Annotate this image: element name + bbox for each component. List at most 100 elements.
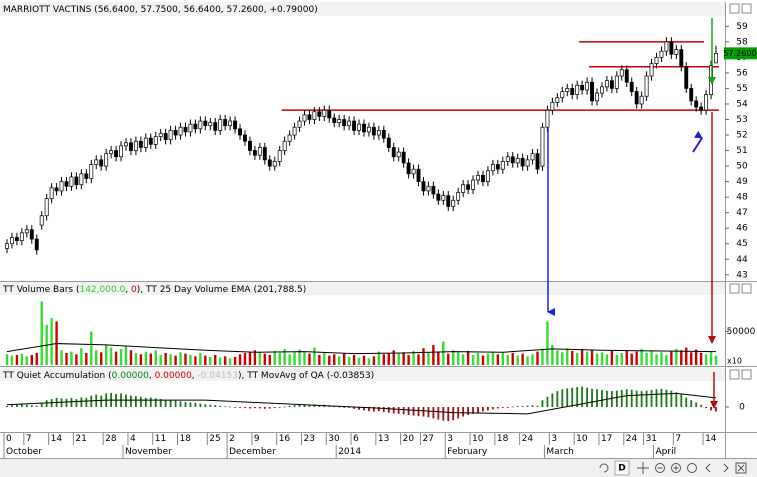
blue-arrow-small: [692, 130, 703, 153]
volume-bar: [303, 352, 306, 365]
volume-header: TT Volume Bars (142,000.0, 0), TT 25 Day…: [2, 285, 306, 295]
volume-bar: [585, 351, 589, 365]
qa-header-bg: [0, 368, 725, 381]
volume-bar: [223, 356, 227, 365]
x-tick-label: 10: [472, 434, 484, 444]
volume-bar: [35, 352, 38, 365]
volume-bar: [233, 356, 237, 365]
volume-bar: [575, 352, 579, 365]
y-tick-label: 53: [736, 115, 747, 125]
candle-body: [530, 153, 535, 161]
candle-body: [416, 168, 421, 182]
candle-body: [243, 134, 247, 142]
candle-body: [277, 150, 282, 162]
qa-bar: [387, 407, 390, 413]
qa-bar: [363, 407, 365, 411]
candle-body: [476, 175, 480, 181]
close-button[interactable]: [735, 462, 747, 474]
button[interactable]: [741, 369, 752, 380]
volume-bar: [278, 352, 281, 365]
volume-bar: [179, 352, 182, 365]
zoom-out[interactable]: [655, 463, 665, 473]
candle-body: [609, 80, 614, 89]
qa-bar: [184, 402, 187, 407]
qa-bar: [234, 407, 236, 408]
qa-bar: [576, 387, 579, 407]
qa-bar: [665, 389, 668, 407]
volume-bar: [412, 350, 415, 365]
candle-body: [257, 147, 262, 156]
qa-bar: [546, 396, 549, 407]
qa-bar: [526, 405, 529, 407]
candle-body: [138, 140, 143, 148]
button[interactable]: [729, 369, 740, 380]
volume-bar: [685, 347, 688, 365]
candle-body: [639, 95, 644, 105]
x-tick-label: 7: [675, 434, 681, 444]
candle-body: [238, 128, 242, 136]
qa-bar: [154, 398, 157, 407]
button[interactable]: [729, 3, 740, 14]
scroll-arrows[interactable]: [705, 463, 729, 473]
qa-bar: [273, 407, 276, 409]
candle-body: [148, 137, 153, 145]
volume-bar: [447, 353, 450, 365]
header-part: ,: [149, 371, 155, 381]
volume-bar: [60, 350, 63, 365]
last-price-label: 57.2600: [723, 49, 756, 58]
qa-bar: [130, 395, 132, 407]
y-tick-label: 54: [736, 99, 748, 109]
qa-bar: [159, 399, 162, 407]
candle-body: [64, 181, 69, 187]
volume-bar: [293, 351, 296, 365]
volume-bar: [308, 353, 311, 365]
volume-bar: [392, 350, 395, 365]
candle-body: [178, 126, 183, 136]
qa-bar: [377, 407, 380, 412]
volume-ema-line: [6, 343, 717, 355]
month-label: December: [229, 447, 276, 457]
qa-bar: [308, 404, 311, 407]
period-label[interactable]: D: [618, 464, 625, 474]
qa-bar: [303, 404, 306, 407]
x-tick-label: 24: [626, 434, 638, 444]
candle-body: [213, 122, 218, 131]
qa-bar: [11, 405, 13, 407]
qa-bar: [630, 389, 633, 407]
qa-bar: [407, 407, 410, 415]
candle-body: [74, 176, 79, 186]
move-icon[interactable]: [637, 462, 649, 474]
candle-body: [376, 130, 381, 136]
button[interactable]: [741, 283, 752, 294]
volume-bar: [437, 351, 440, 365]
reset[interactable]: [687, 463, 697, 473]
x-tick-label: 25: [209, 434, 220, 444]
y-tick-label: 51: [736, 146, 747, 156]
button[interactable]: [729, 283, 740, 294]
candle-body: [401, 151, 406, 164]
y-tick-label: 50: [736, 162, 748, 172]
volume-bar: [80, 348, 83, 365]
zoom-in[interactable]: [671, 463, 681, 473]
candle-body: [327, 109, 332, 119]
qa-bar: [293, 405, 296, 407]
button[interactable]: [741, 3, 752, 14]
qa-bar: [199, 403, 202, 407]
candle-body: [34, 238, 39, 251]
volume-bar: [159, 354, 162, 365]
candle-body: [441, 195, 446, 201]
volume-bar: [660, 352, 663, 365]
qa-bar: [650, 389, 653, 407]
volume-bar: [228, 358, 232, 365]
qa-bar: [125, 394, 127, 407]
qa-bar: [705, 407, 707, 409]
qa-bar: [472, 407, 474, 414]
volume-bar: [704, 354, 708, 365]
volume-bar: [139, 354, 143, 365]
qa-bar: [164, 400, 167, 407]
candle-body: [317, 111, 322, 117]
volume-bar: [169, 354, 172, 365]
period-button[interactable]: [614, 460, 630, 476]
candle-body: [411, 168, 416, 175]
